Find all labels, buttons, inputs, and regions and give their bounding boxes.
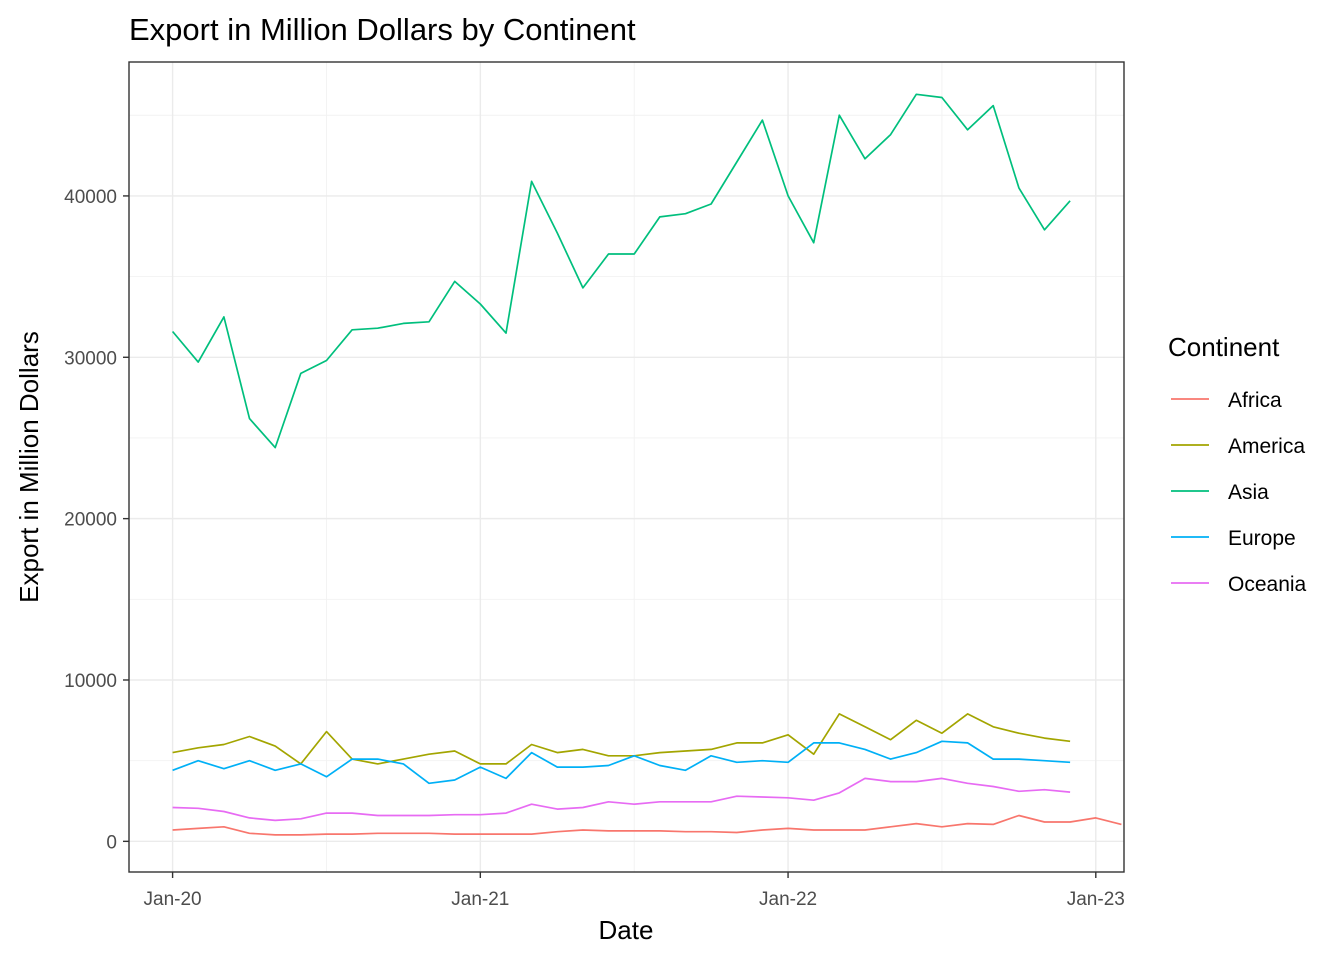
panel-border bbox=[128, 61, 1125, 873]
x-tick-label: Jan-22 bbox=[759, 889, 817, 910]
legend-label-africa: Africa bbox=[1228, 389, 1282, 412]
y-tick-label: 0 bbox=[106, 832, 117, 853]
grid bbox=[129, 62, 1124, 872]
y-tick-label: 40000 bbox=[64, 187, 117, 208]
series-lines bbox=[171, 93, 1122, 836]
x-tick-label: Jan-20 bbox=[144, 889, 202, 910]
legend: Africa America Asia Europe Oceania bbox=[1171, 389, 1307, 596]
x-tick-label: Jan-21 bbox=[451, 889, 509, 910]
legend-label-europe: Europe bbox=[1228, 527, 1296, 550]
y-tick-label: 20000 bbox=[64, 510, 117, 531]
legend-label-asia: Asia bbox=[1228, 481, 1269, 504]
y-axis-title: Export in Million Dollars bbox=[14, 331, 44, 603]
series-line-europe bbox=[172, 740, 1071, 785]
x-axis-title: Date bbox=[599, 915, 654, 945]
axes: 0 10000 20000 30000 40000 Jan-20 Jan-21 Jan-22 J… bbox=[64, 187, 1125, 910]
legend-label-oceania: Oceania bbox=[1228, 573, 1307, 596]
series-line-oceania bbox=[172, 777, 1071, 822]
series-line-asia bbox=[171, 93, 1071, 449]
legend-label-america: America bbox=[1228, 435, 1305, 458]
y-tick-label: 30000 bbox=[64, 348, 117, 369]
chart-title: Export in Million Dollars by Continent bbox=[129, 12, 636, 47]
series-line-africa bbox=[172, 814, 1122, 836]
legend-title: Continent bbox=[1168, 332, 1280, 362]
series-line-america bbox=[172, 713, 1071, 765]
x-tick-label: Jan-23 bbox=[1067, 889, 1125, 910]
y-tick-label: 10000 bbox=[64, 671, 117, 692]
